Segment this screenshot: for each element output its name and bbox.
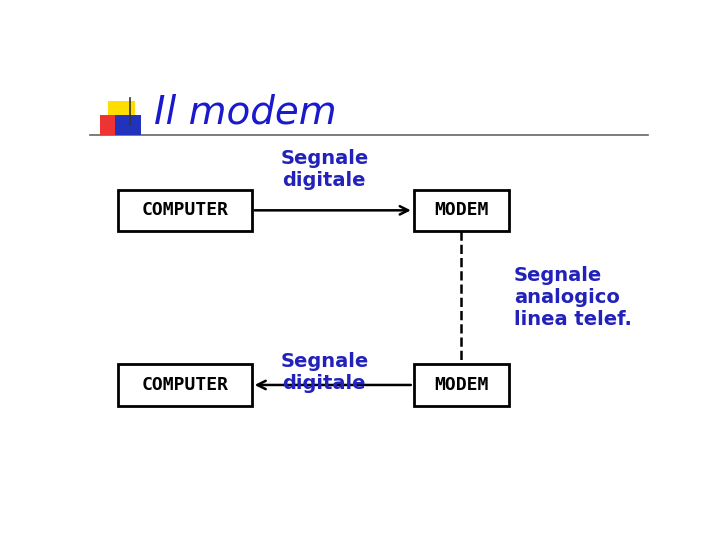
Bar [413, 364, 508, 406]
Bar [118, 190, 252, 231]
Text: MODEM: MODEM [434, 201, 488, 219]
Bar [100, 114, 127, 134]
Bar [118, 364, 252, 406]
Bar [114, 114, 141, 134]
Bar [108, 101, 135, 121]
Text: Segnale
digitale: Segnale digitale [280, 148, 369, 190]
Text: Segnale
digitale: Segnale digitale [280, 352, 369, 393]
Text: COMPUTER: COMPUTER [141, 201, 228, 219]
Bar [413, 190, 508, 231]
Text: COMPUTER: COMPUTER [141, 376, 228, 394]
Text: MODEM: MODEM [434, 376, 488, 394]
Text: Il modem: Il modem [154, 93, 337, 132]
Text: Segnale
analogico
linea telef.: Segnale analogico linea telef. [514, 266, 632, 329]
